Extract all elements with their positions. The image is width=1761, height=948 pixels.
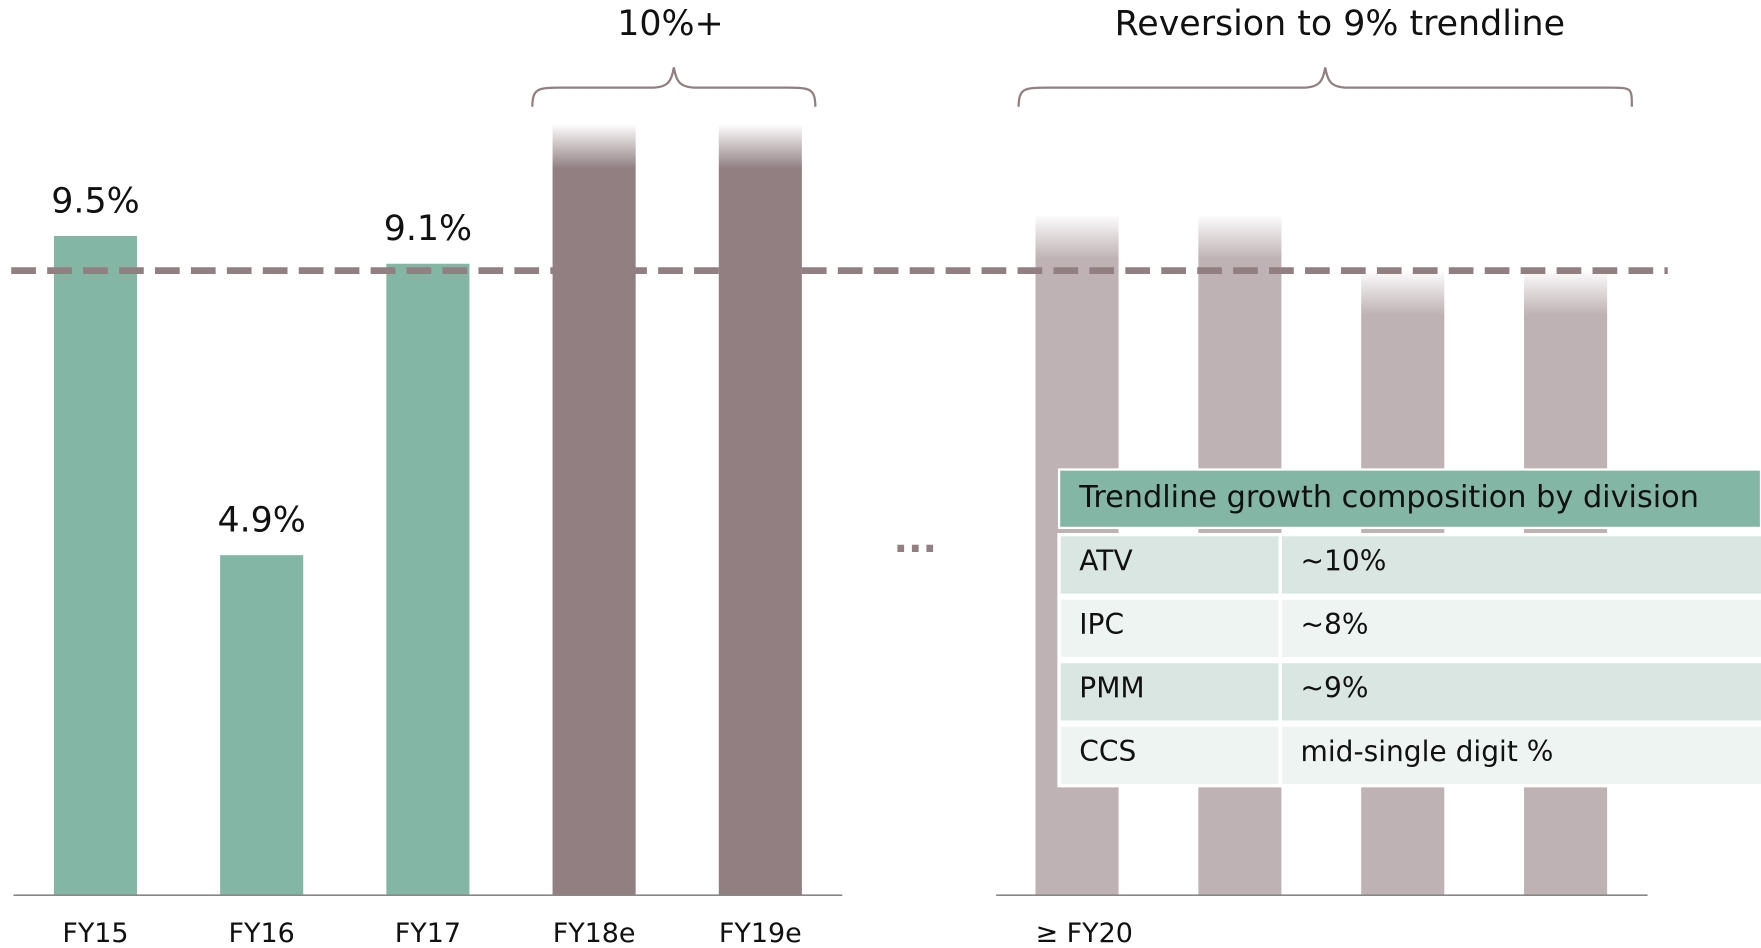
brace [531, 67, 817, 107]
bar [53, 235, 138, 896]
x-tick-label: FY18e [553, 918, 636, 948]
table-cell [1057, 532, 1283, 597]
table-cell [1057, 596, 1283, 661]
x-tick-label: FY17 [395, 918, 461, 948]
data-label: 9.5% [51, 181, 139, 221]
table-cell-text: ~8% [1301, 608, 1369, 641]
bar-fade [717, 123, 804, 169]
brace [1017, 67, 1633, 107]
bar [718, 124, 802, 896]
bar-fade [1522, 269, 1609, 315]
data-label: 4.9% [217, 500, 305, 540]
bar-fade [551, 123, 637, 169]
table-cell [1278, 532, 1761, 597]
table-cell [1278, 723, 1761, 788]
table-cell-text: ATV [1079, 545, 1132, 578]
ellipsis: ... [894, 518, 938, 562]
table-cell [1278, 659, 1761, 724]
x-tick-label: FY16 [229, 918, 295, 948]
bar-fade [1360, 269, 1446, 315]
x-tick-label: FY15 [62, 918, 128, 948]
table-cell-text: PMM [1079, 672, 1144, 705]
table-title: Trendline growth composition by division [1078, 480, 1699, 515]
table-header-bg [1057, 468, 1761, 530]
table-cell-text: ~10% [1301, 545, 1387, 578]
data-label: 9.1% [384, 209, 472, 249]
x-tick-label: FY19e [719, 918, 802, 948]
table-cell-text: mid-single digit % [1301, 735, 1554, 768]
table-cell [1057, 723, 1283, 788]
bar [386, 263, 470, 896]
bar-fade [1197, 214, 1283, 259]
table-cell-text: CCS [1079, 735, 1136, 768]
table-cell [1057, 659, 1283, 724]
annotation: Reversion to 9% trendline [1115, 4, 1565, 44]
x-tick-label: ≥ FY20 [1035, 918, 1132, 948]
bar [220, 555, 304, 896]
table-cell-text: ~9% [1301, 672, 1369, 705]
bar-fade [1034, 214, 1120, 259]
table: Trendline growth composition by division… [1057, 468, 1761, 788]
bar [552, 124, 636, 896]
annotation: 10%+ [617, 4, 724, 44]
table-cell-text: IPC [1079, 608, 1124, 641]
table-cell [1278, 596, 1761, 661]
